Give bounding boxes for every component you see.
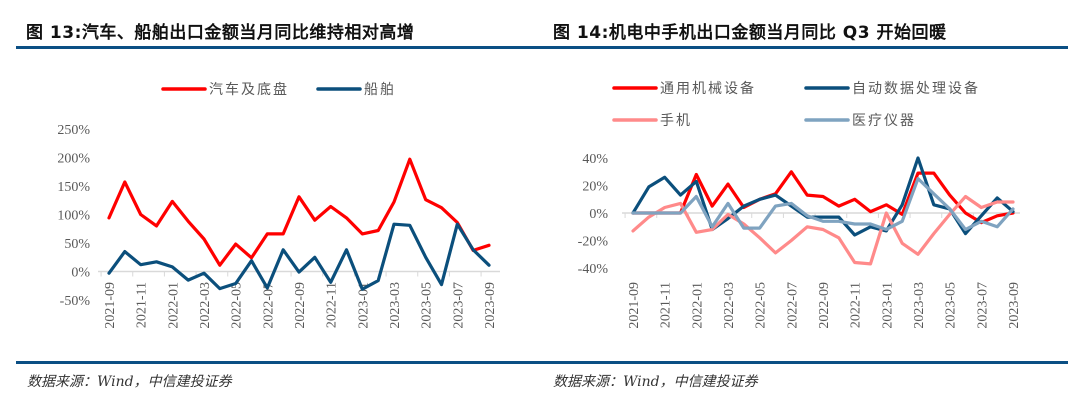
y-tick-label: 100% (57, 209, 90, 224)
x-tick-label: 2022-01 (166, 282, 181, 329)
x-tick-label: 2022-09 (293, 282, 308, 329)
x-tick-label: 2023-03 (912, 282, 927, 329)
series-line-3 (631, 194, 1015, 266)
x-tick-label: 2023-05 (944, 282, 959, 329)
x-tick-label: 2023-07 (451, 282, 466, 329)
legend-label: 手机 (660, 113, 692, 129)
figure-13-bottom-rule (16, 361, 540, 364)
x-tick-label: 2021-11 (659, 282, 674, 328)
x-tick-label: 2022-09 (817, 282, 832, 329)
x-tick-label: 2022-03 (722, 282, 737, 329)
figure-13-chart: -50% 0% 50% 100% 150% 200% 250% 2021-09 2021-11 2… (57, 81, 500, 329)
figure-14-chart: -40% -20% 0% 20% 40% 2021-09 2021-11 2022-01 202… (578, 80, 1022, 329)
figure-14-source: 数据来源：Wind，中信建投证券 (553, 374, 758, 390)
x-tick-label: 2023-09 (483, 282, 498, 329)
figure-14-title: 图 14:机电中手机出口金额当月同比 Q3 开始回暖 (553, 23, 947, 43)
y-tick-label: 150% (57, 180, 90, 195)
x-tick-label: 2021-11 (135, 282, 150, 328)
series-line-2 (107, 222, 491, 291)
series-line-1 (107, 157, 491, 267)
x-tick-label: 2023-05 (420, 282, 435, 329)
x-tick-label: 2022-05 (754, 282, 769, 329)
figure-14-top-rule (540, 46, 1068, 49)
figure-13-source: 数据来源：Wind，中信建投证券 (27, 374, 232, 390)
legend-label: 船舶 (364, 82, 396, 98)
x-tick-label: 2022-11 (849, 282, 864, 328)
y-tick-label: 0% (71, 266, 90, 281)
figure-14-bottom-rule (540, 361, 1068, 364)
y-tick-label: 40% (582, 152, 608, 167)
x-tick-label: 2022-11 (325, 282, 340, 328)
legend-label: 自动数据处理设备 (852, 80, 980, 97)
y-tick-label: 50% (64, 237, 90, 252)
x-tick-label: 2023-09 (1007, 282, 1022, 329)
legend-label: 汽车及底盘 (209, 81, 289, 98)
figure-13-title: 图 13:汽车、船舶出口金额当月同比维持相对高增 (26, 23, 415, 43)
y-tick-label: -20% (578, 235, 609, 250)
x-tick-label: 2022-07 (261, 282, 276, 329)
y-tick-label: 250% (57, 123, 90, 138)
x-tick-label: 2023-07 (975, 282, 990, 329)
series-line-4 (631, 177, 1015, 232)
x-tick-label: 2022-07 (785, 282, 800, 329)
x-tick-label: 2022-01 (690, 282, 705, 329)
y-tick-label: -50% (60, 294, 91, 309)
x-tick-label: 2023-01 (880, 282, 895, 329)
legend-label: 医疗仪器 (852, 113, 916, 129)
x-tick-label: 2022-03 (198, 282, 213, 329)
y-tick-label: -40% (578, 262, 609, 277)
x-tick-label: 2023-03 (388, 282, 403, 329)
legend-label: 通用机械设备 (660, 80, 756, 97)
figure-13-top-rule (16, 46, 540, 49)
x-tick-label: 2021-09 (103, 282, 118, 329)
y-tick-label: 0% (589, 207, 608, 222)
x-tick-label: 2022-05 (230, 282, 245, 329)
y-tick-label: 200% (57, 152, 90, 167)
figure-14-panel: 图 14:机电中手机出口金额当月同比 Q3 开始回暖 数据来源：Wind，中信建… (540, 0, 1080, 407)
y-tick-label: 20% (582, 180, 608, 195)
x-tick-label: 2021-09 (627, 282, 642, 329)
x-tick-label: 2023-01 (356, 282, 371, 329)
figure-13-panel: 图 13:汽车、船舶出口金额当月同比维持相对高增 数据来源：Wind，中信建投证… (16, 23, 540, 390)
